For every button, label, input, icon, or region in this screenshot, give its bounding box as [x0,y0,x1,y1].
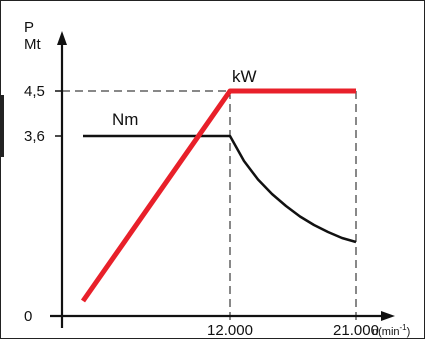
x-axis-arrow [381,311,395,321]
series-label-kw: kW [232,67,257,86]
y-axis-label-line-0: P [24,19,34,36]
frame-edge-mark [0,95,4,157]
y-axis-label-line-1: Mt [24,36,41,53]
x-tick-label-0: 12.000 [207,322,253,339]
y-tick-label-0: 0 [24,308,32,325]
series-label-nm: Nm [112,110,138,129]
x-tick-label-1: 21.000 [333,322,379,339]
y-tick-label-2: 4,5 [24,83,45,100]
label-group: 0 3,6 4,5 12.000 21.000 PMt n(min-1) kW Nm [24,19,410,339]
axes [50,31,395,328]
reference-lines [62,90,357,324]
series-line-kw [80,88,356,303]
series-group [80,88,357,303]
y-tick-label-1: 3,6 [24,128,45,145]
series-line-nm [83,134,357,244]
y-axis-arrow [57,31,67,45]
x-axis-unit-label: n(min-1) [372,323,410,338]
